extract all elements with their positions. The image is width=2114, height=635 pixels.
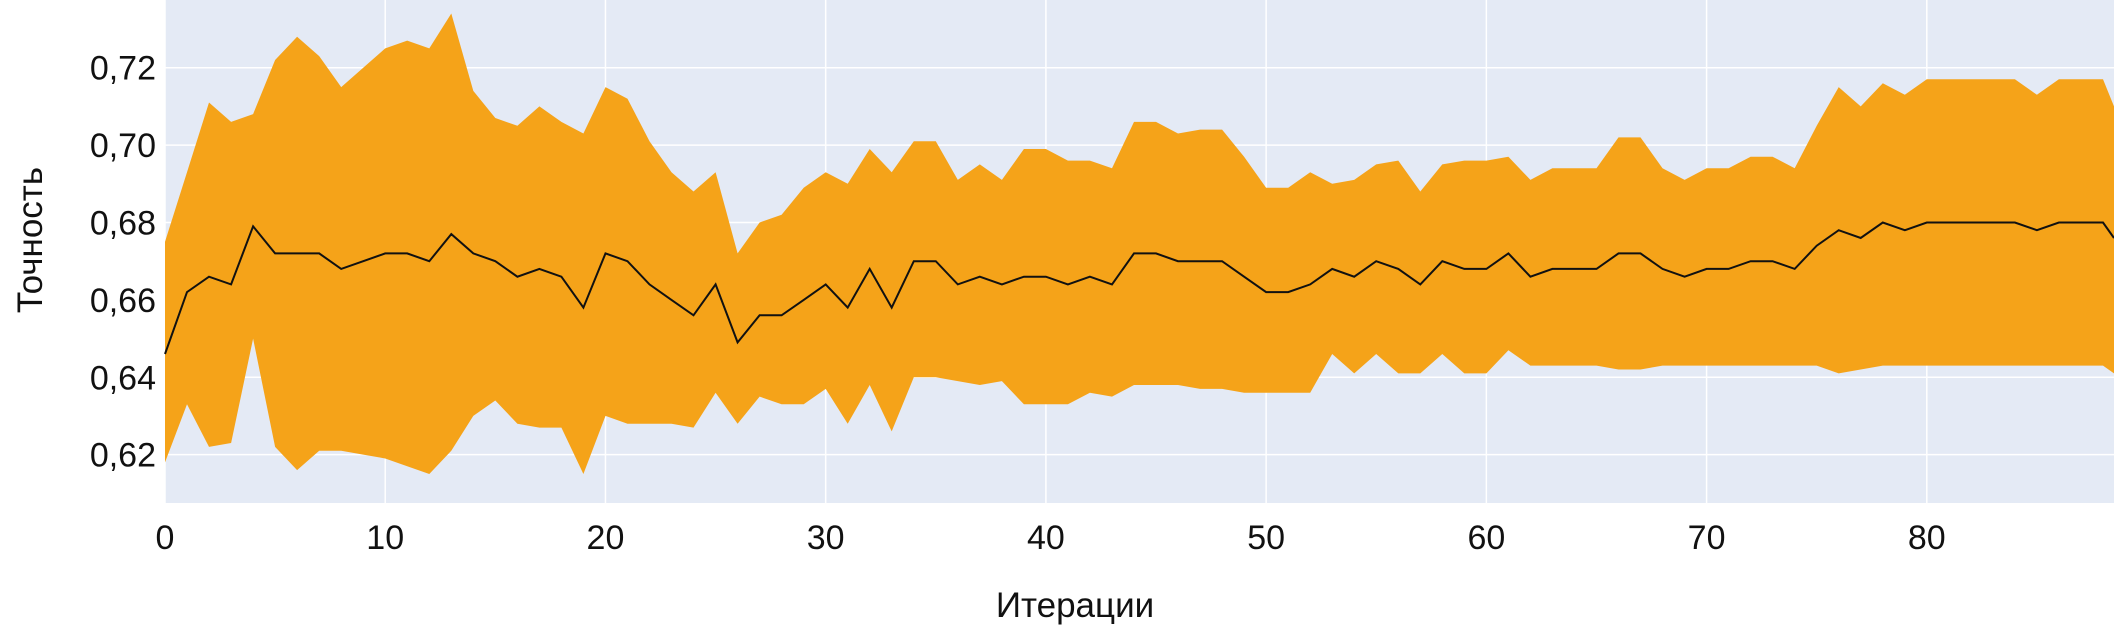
x-axis-label: Итерации xyxy=(996,586,1154,625)
y-axis-ticks: 0,62 0,64 0,66 0,68 0,70 0,72 xyxy=(90,50,156,475)
confidence-band xyxy=(165,13,2114,474)
y-tick-label: 0,62 xyxy=(90,437,156,475)
x-tick-label: 30 xyxy=(807,519,845,557)
y-tick-label: 0,72 xyxy=(90,50,156,88)
mean-line xyxy=(164,221,2114,355)
x-tick-label: 70 xyxy=(1688,519,1726,557)
y-tick-label: 0,70 xyxy=(90,127,156,165)
x-tick-label: 60 xyxy=(1467,519,1505,557)
y-tick-label: 0,66 xyxy=(90,282,156,320)
x-tick-label: 0 xyxy=(156,519,175,557)
y-tick-label: 0,68 xyxy=(90,204,156,242)
y-axis-label: Точность xyxy=(11,167,50,313)
x-tick-label: 80 xyxy=(1908,519,1946,557)
y-tick-label: 0,64 xyxy=(90,359,156,397)
x-tick-label: 40 xyxy=(1027,519,1065,557)
x-tick-label: 20 xyxy=(587,519,625,557)
x-tick-label: 50 xyxy=(1247,519,1285,557)
x-axis-ticks: 0 10 20 30 40 50 60 70 80 xyxy=(156,519,1946,557)
x-tick-label: 10 xyxy=(366,519,404,557)
